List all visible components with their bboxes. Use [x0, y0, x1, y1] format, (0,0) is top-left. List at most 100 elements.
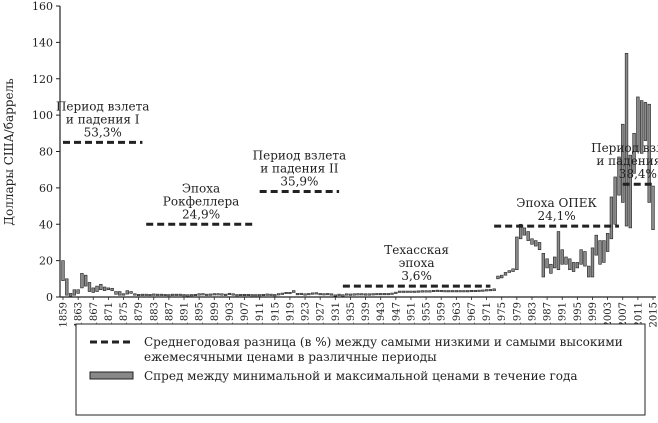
range-bar: [515, 236, 519, 271]
y-tick-label: 0: [46, 291, 53, 304]
legend-dashed-label-line2: ежемесячными ценами в различные периоды: [144, 350, 437, 364]
range-bar: [99, 283, 103, 291]
x-tick-label: 1903: [225, 302, 236, 327]
range-bar: [503, 272, 508, 276]
range-bar: [68, 293, 73, 297]
range-bar: [318, 293, 322, 296]
legend: Среднегодовая разница (в %) между самыми…: [75, 323, 646, 416]
y-tick-label: 20: [39, 255, 53, 268]
x-tick-label: 1931: [331, 302, 342, 327]
range-bar: [447, 290, 451, 293]
range-bar: [72, 289, 77, 296]
y-tick-label: 60: [39, 182, 53, 195]
x-tick-label: 1959: [437, 302, 448, 327]
x-tick-label: 1983: [527, 302, 538, 327]
y-tick-labels: 0 20 40 60 80 100 120 140 160: [32, 0, 60, 304]
range-bar: [284, 292, 288, 295]
range-bar: [636, 96, 640, 152]
range-bar: [624, 52, 629, 227]
x-tick-label: 1935: [346, 302, 357, 327]
range-bar: [148, 294, 152, 297]
y-tick-label: 100: [32, 109, 53, 122]
period-annotation-line: Техасская: [384, 243, 449, 257]
period-annotation-line: 24,1%: [537, 209, 575, 223]
range-bar: [617, 156, 621, 196]
range-bar: [462, 290, 466, 293]
range-bar: [246, 294, 250, 297]
range-bar: [106, 287, 111, 291]
range-bar: [254, 294, 258, 297]
x-tick-label: 1955: [422, 302, 433, 327]
range-bar: [295, 293, 300, 296]
range-bar: [136, 294, 141, 297]
range-bar: [118, 291, 122, 296]
range-bar: [102, 286, 107, 291]
range-bar: [205, 293, 209, 296]
range-bar: [329, 293, 334, 296]
period-annotation-line: 3,6%: [401, 269, 432, 283]
range-bar: [473, 290, 477, 293]
period-annotation-line: 35,9%: [280, 175, 318, 189]
range-bar: [371, 293, 375, 296]
range-bar: [360, 293, 364, 296]
range-bar: [231, 293, 235, 296]
range-bar: [545, 258, 549, 269]
range-bar: [397, 290, 402, 293]
y-tick-label: 40: [39, 218, 53, 231]
range-bar: [159, 293, 163, 296]
x-tick-label: 1859: [59, 302, 70, 327]
range-bar: [65, 278, 69, 296]
range-bar: [643, 102, 648, 141]
period-annotation-line: и падения II: [260, 162, 339, 176]
range-bar: [307, 293, 311, 296]
range-bar: [469, 290, 474, 293]
range-bar: [375, 293, 379, 296]
range-bar: [556, 231, 561, 271]
range-bar: [424, 290, 428, 293]
range-bar: [87, 282, 92, 292]
range-bar: [605, 233, 610, 252]
x-tick-label: 1907: [240, 302, 251, 327]
range-bar: [216, 293, 220, 296]
range-bar: [571, 262, 576, 272]
range-bar: [409, 290, 413, 293]
range-bar: [477, 289, 481, 292]
range-bar: [416, 290, 421, 293]
range-bar: [348, 293, 353, 296]
range-bar: [352, 293, 356, 296]
range-bar: [220, 293, 224, 296]
x-tick-label: 1867: [89, 302, 100, 327]
range-bar: [530, 238, 534, 245]
period-annotation-line: Эпоха ОПЕК: [516, 196, 597, 210]
range-bar: [420, 290, 424, 293]
range-bar: [602, 240, 606, 263]
range-bar: [171, 293, 175, 296]
range-bar: [201, 293, 205, 296]
range-bar: [144, 293, 148, 296]
range-bar: [155, 293, 160, 296]
range-bar: [163, 294, 167, 297]
range-bar: [367, 293, 372, 296]
range-bar: [186, 294, 190, 297]
range-bar: [250, 294, 254, 297]
range-bar: [121, 293, 126, 296]
range-bar: [76, 289, 80, 294]
range-bar: [133, 293, 137, 296]
range-bar: [80, 273, 84, 289]
range-bar: [125, 290, 129, 295]
range-bar: [386, 293, 390, 296]
range-bar: [273, 294, 277, 297]
range-bar: [481, 289, 485, 292]
period-annotation-line: Период взлета: [591, 141, 658, 155]
range-bar: [575, 262, 580, 269]
range-bar: [299, 292, 303, 295]
range-bar: [314, 292, 319, 295]
x-tick-label: 1891: [180, 302, 191, 327]
period-annotation-line: и падения III: [596, 154, 658, 168]
x-tick-label: 1895: [195, 302, 206, 327]
range-bar: [564, 256, 568, 265]
range-bar: [356, 293, 360, 296]
range-bar: [333, 294, 337, 297]
x-tick-label: 1899: [210, 302, 221, 327]
